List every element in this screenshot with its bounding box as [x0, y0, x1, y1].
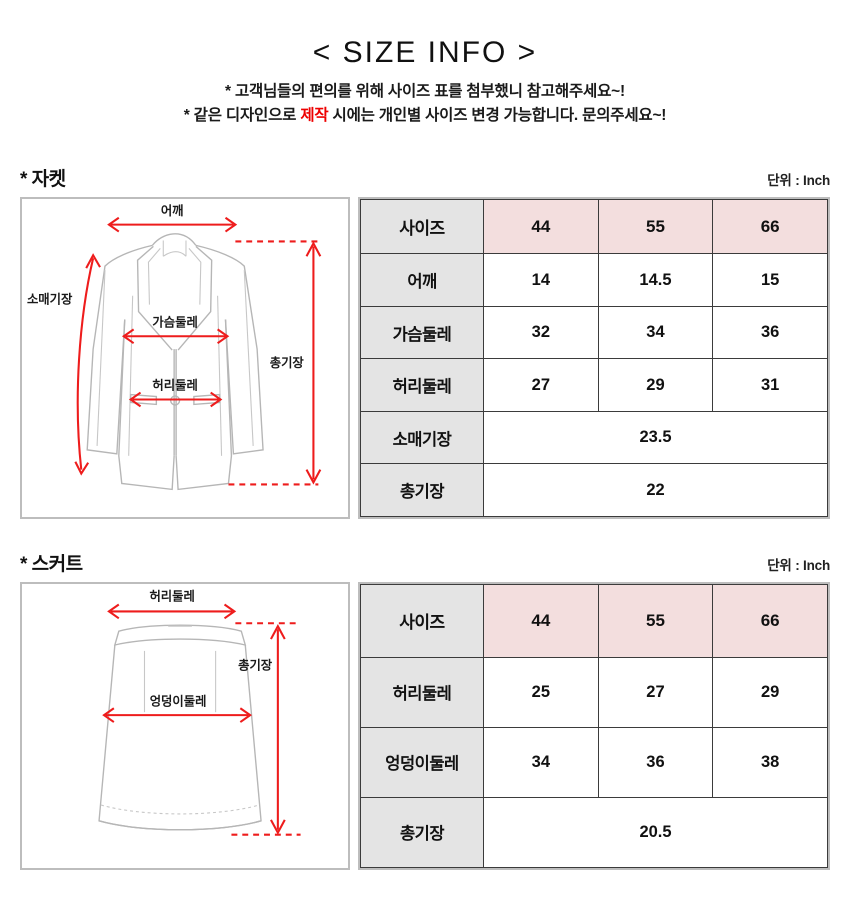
- skirt-size-table: 사이즈 44 55 66 허리둘레 25 27 29 엉덩이둘레 34: [360, 584, 828, 869]
- table-header-row: 사이즈 44 55 66: [360, 199, 828, 255]
- size-header-66: 66: [712, 199, 828, 255]
- subtitle-line-2-post: 시에는 개인별 사이즈 변경 가능합니다. 문의주세요~!: [328, 107, 667, 125]
- section-skirt-unit: 단위 : Inch: [767, 558, 830, 574]
- table-row: 엉덩이둘레 34 36 38: [360, 726, 828, 798]
- row-value: 14.5: [597, 253, 714, 307]
- measure-arrow-waist: [128, 391, 223, 408]
- measure-arrow-skirt-hip: [102, 707, 253, 723]
- jacket-garment-outline: [86, 233, 264, 491]
- row-label: 엉덩이둘레: [360, 726, 484, 798]
- row-label: 총기장: [360, 463, 484, 518]
- size-header-55: 55: [597, 199, 714, 255]
- row-value-merged: 22: [483, 463, 828, 518]
- row-value: 31: [712, 358, 828, 412]
- row-value: 27: [597, 656, 714, 728]
- section-jacket-unit: 단위 : Inch: [767, 173, 830, 189]
- measure-arrow-skirt-waist: [107, 603, 237, 620]
- row-label: 총기장: [360, 796, 484, 869]
- subtitle-block: * 고객님들의 편의를 위해 사이즈 표를 첨부했니 참고해주세요~! * 같은…: [0, 80, 850, 128]
- size-header-44: 44: [483, 199, 599, 255]
- row-value: 36: [712, 305, 828, 360]
- row-value-merged: 23.5: [483, 410, 828, 465]
- jacket-diagram-svg: 어깨 소매기장 가슴둘레: [27, 203, 322, 491]
- size-header-44: 44: [483, 584, 599, 658]
- section-jacket: * 자켓 단위 : Inch: [20, 164, 830, 520]
- row-value: 34: [597, 305, 714, 360]
- row-value: 29: [712, 656, 828, 728]
- row-value: 29: [597, 358, 714, 412]
- jacket-label-chest: 가슴둘레: [152, 314, 197, 329]
- measure-arrow-shoulder: [107, 216, 238, 233]
- subtitle-line-2-pre: * 같은 디자인으로: [183, 107, 301, 125]
- measure-arrow-chest: [121, 328, 230, 345]
- row-value: 38: [712, 726, 828, 798]
- row-value: 25: [483, 656, 599, 728]
- skirt-garment-outline: [98, 624, 262, 831]
- row-label: 허리둘레: [360, 358, 484, 412]
- row-value: 27: [483, 358, 599, 412]
- table-row: 총기장 20.5: [360, 796, 828, 869]
- skirt-size-table-panel: 사이즈 44 55 66 허리둘레 25 27 29 엉덩이둘레 34: [358, 582, 830, 871]
- row-value-merged: 20.5: [483, 796, 828, 869]
- jacket-label-shoulder: 어깨: [161, 203, 184, 218]
- section-jacket-header: * 자켓 단위 : Inch: [20, 164, 830, 191]
- table-row: 어깨 14 14.5 15: [360, 253, 828, 307]
- subtitle-line-2: * 같은 디자인으로 제작 시에는 개인별 사이즈 변경 가능합니다. 문의주세…: [0, 104, 850, 128]
- size-header-55: 55: [597, 584, 714, 658]
- section-jacket-title: * 자켓: [20, 169, 66, 191]
- jacket-size-table-panel: 사이즈 44 55 66 어깨 14 14.5 15 가슴둘레 32 3: [358, 197, 830, 520]
- page-title: < SIZE INFO >: [312, 36, 538, 69]
- header-label-cell: 사이즈: [360, 199, 484, 255]
- subtitle-highlight: 제작: [300, 107, 329, 125]
- skirt-label-total-length: 총기장: [238, 658, 273, 673]
- size-header-66: 66: [712, 584, 828, 658]
- table-header-row: 사이즈 44 55 66: [360, 584, 828, 658]
- header-label-cell: 사이즈: [360, 584, 484, 658]
- jacket-label-total-length: 총기장: [270, 355, 305, 370]
- row-label: 어깨: [360, 253, 484, 307]
- skirt-label-waist: 허리둘레: [149, 589, 194, 604]
- section-skirt-body: 허리둘레 엉덩이둘레 총기장: [20, 582, 830, 871]
- table-row: 허리둘레 25 27 29: [360, 656, 828, 728]
- measure-arrow-sleeve: [74, 253, 101, 476]
- table-row: 총기장 22: [360, 463, 828, 518]
- measure-arrow-skirt-total-length: [231, 622, 301, 836]
- table-row: 가슴둘레 32 34 36: [360, 305, 828, 360]
- section-jacket-body: 어깨 소매기장 가슴둘레: [20, 197, 830, 520]
- row-label: 허리둘레: [360, 656, 484, 728]
- jacket-label-sleeve: 소매기장: [27, 292, 73, 307]
- section-skirt: * 스커트 단위 : Inch: [20, 549, 830, 871]
- row-value: 14: [483, 253, 599, 307]
- row-value: 32: [483, 305, 599, 360]
- table-row: 소매기장 23.5: [360, 410, 828, 465]
- section-skirt-header: * 스커트 단위 : Inch: [20, 549, 830, 576]
- subtitle-line-1: * 고객님들의 편의를 위해 사이즈 표를 첨부했니 참고해주세요~!: [225, 83, 625, 100]
- row-label: 소매기장: [360, 410, 484, 465]
- measure-arrow-total-length: [228, 240, 322, 486]
- skirt-diagram-svg: 허리둘레 엉덩이둘레 총기장: [98, 589, 301, 836]
- row-value: 34: [483, 726, 599, 798]
- jacket-size-table: 사이즈 44 55 66 어깨 14 14.5 15 가슴둘레 32 3: [360, 199, 828, 518]
- table-row: 허리둘레 27 29 31: [360, 358, 828, 412]
- row-value: 15: [712, 253, 828, 307]
- row-value: 36: [597, 726, 714, 798]
- section-skirt-title: * 스커트: [20, 554, 83, 576]
- jacket-diagram-panel: 어깨 소매기장 가슴둘레: [20, 197, 350, 520]
- skirt-diagram-panel: 허리둘레 엉덩이둘레 총기장: [20, 582, 350, 871]
- jacket-label-waist: 허리둘레: [152, 378, 197, 393]
- row-label: 가슴둘레: [360, 305, 484, 360]
- skirt-label-hip: 엉덩이둘레: [150, 693, 207, 708]
